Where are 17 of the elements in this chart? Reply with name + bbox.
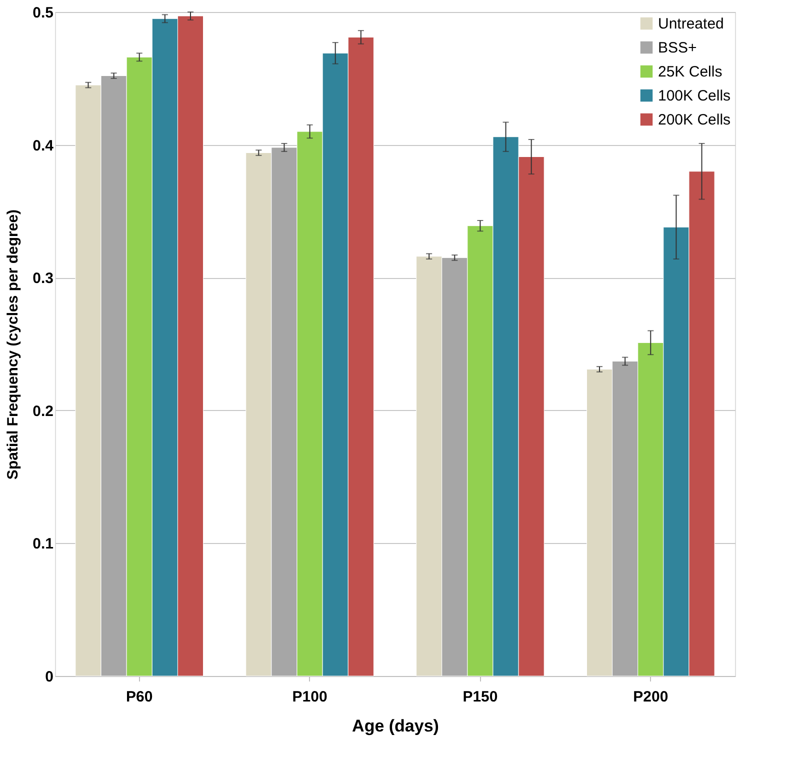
legend-label: BSS+ [658,40,698,56]
x-axis-title: Age (days) [352,716,439,736]
legend-label: 25K Cells [658,64,722,80]
legend-label: 100K Cells [658,88,731,104]
y-tick-label: 0.4 [32,137,54,154]
y-tick-label: 0.1 [32,536,54,553]
y-tick-label: 0.2 [32,402,54,420]
legend-label: 200K Cells [658,112,731,128]
y-tick-label: 0.3 [32,270,54,288]
y-tick-label: 0.5 [32,4,54,22]
x-tick-label: P60 [126,688,153,706]
x-tick-label: P100 [292,688,328,706]
x-tick-label: P150 [462,688,498,706]
y-axis-title: Spatial Frequency (cycles per degree) [4,209,22,480]
x-tick-label: P200 [633,688,668,706]
legend-label: Untreated [658,16,724,32]
y-tick-label: 0 [45,668,54,686]
